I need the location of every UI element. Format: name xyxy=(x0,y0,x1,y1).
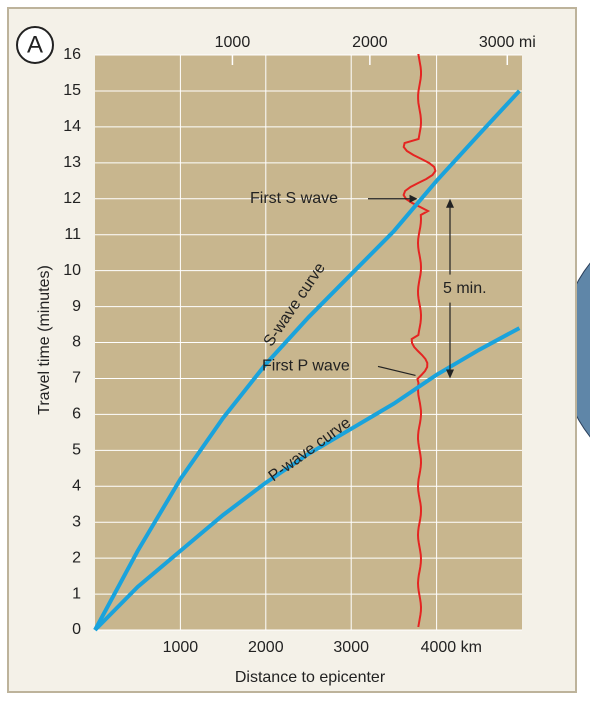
annotation: First P wave xyxy=(262,358,350,375)
x-tick-label: 3000 xyxy=(333,639,369,656)
y-tick-label: 15 xyxy=(63,82,81,99)
gap-label-bg xyxy=(438,274,518,303)
arrow-head xyxy=(409,194,418,203)
x2-tick-label: 1000 xyxy=(215,34,251,51)
y-tick-label: 1 xyxy=(72,585,81,602)
x-tick-label: 1000 xyxy=(163,639,199,656)
x2-tick-label: 2000 xyxy=(352,34,388,51)
curve xyxy=(93,89,521,631)
y-tick-label: 0 xyxy=(72,621,81,638)
panel-label: A xyxy=(27,31,43,58)
y-tick-label: 16 xyxy=(63,46,81,63)
curve xyxy=(93,326,521,632)
y-axis-label: Travel time (minutes) xyxy=(36,265,53,415)
y-tick-label: 9 xyxy=(72,298,81,315)
y-tick-label: 8 xyxy=(72,334,81,351)
y-tick-label: 5 xyxy=(72,442,81,459)
y-tick-label: 3 xyxy=(72,513,81,530)
annotation-arrow xyxy=(377,365,416,377)
y-tick-label: 14 xyxy=(63,118,81,135)
y-tick-label: 11 xyxy=(64,226,81,243)
x2-tick-label: 3000 mi xyxy=(479,34,536,51)
y-tick-label: 2 xyxy=(72,549,81,566)
annotation: First S wave xyxy=(250,190,338,207)
seismogram xyxy=(402,54,437,628)
y-tick-label: 6 xyxy=(72,406,81,423)
panel-badge xyxy=(16,26,54,64)
x-tick-label: 2000 xyxy=(248,639,284,656)
annotation: 5 min. xyxy=(443,280,487,297)
y-tick-label: 13 xyxy=(63,154,81,171)
x-axis-label: Distance to epicenter xyxy=(235,669,386,686)
y-tick-label: 4 xyxy=(72,477,81,494)
y-tick-label: 10 xyxy=(63,262,81,279)
y-tick-label: 7 xyxy=(72,370,81,387)
y-tick-label: 12 xyxy=(63,190,81,207)
x-tick-label: 4000 km xyxy=(421,639,482,656)
